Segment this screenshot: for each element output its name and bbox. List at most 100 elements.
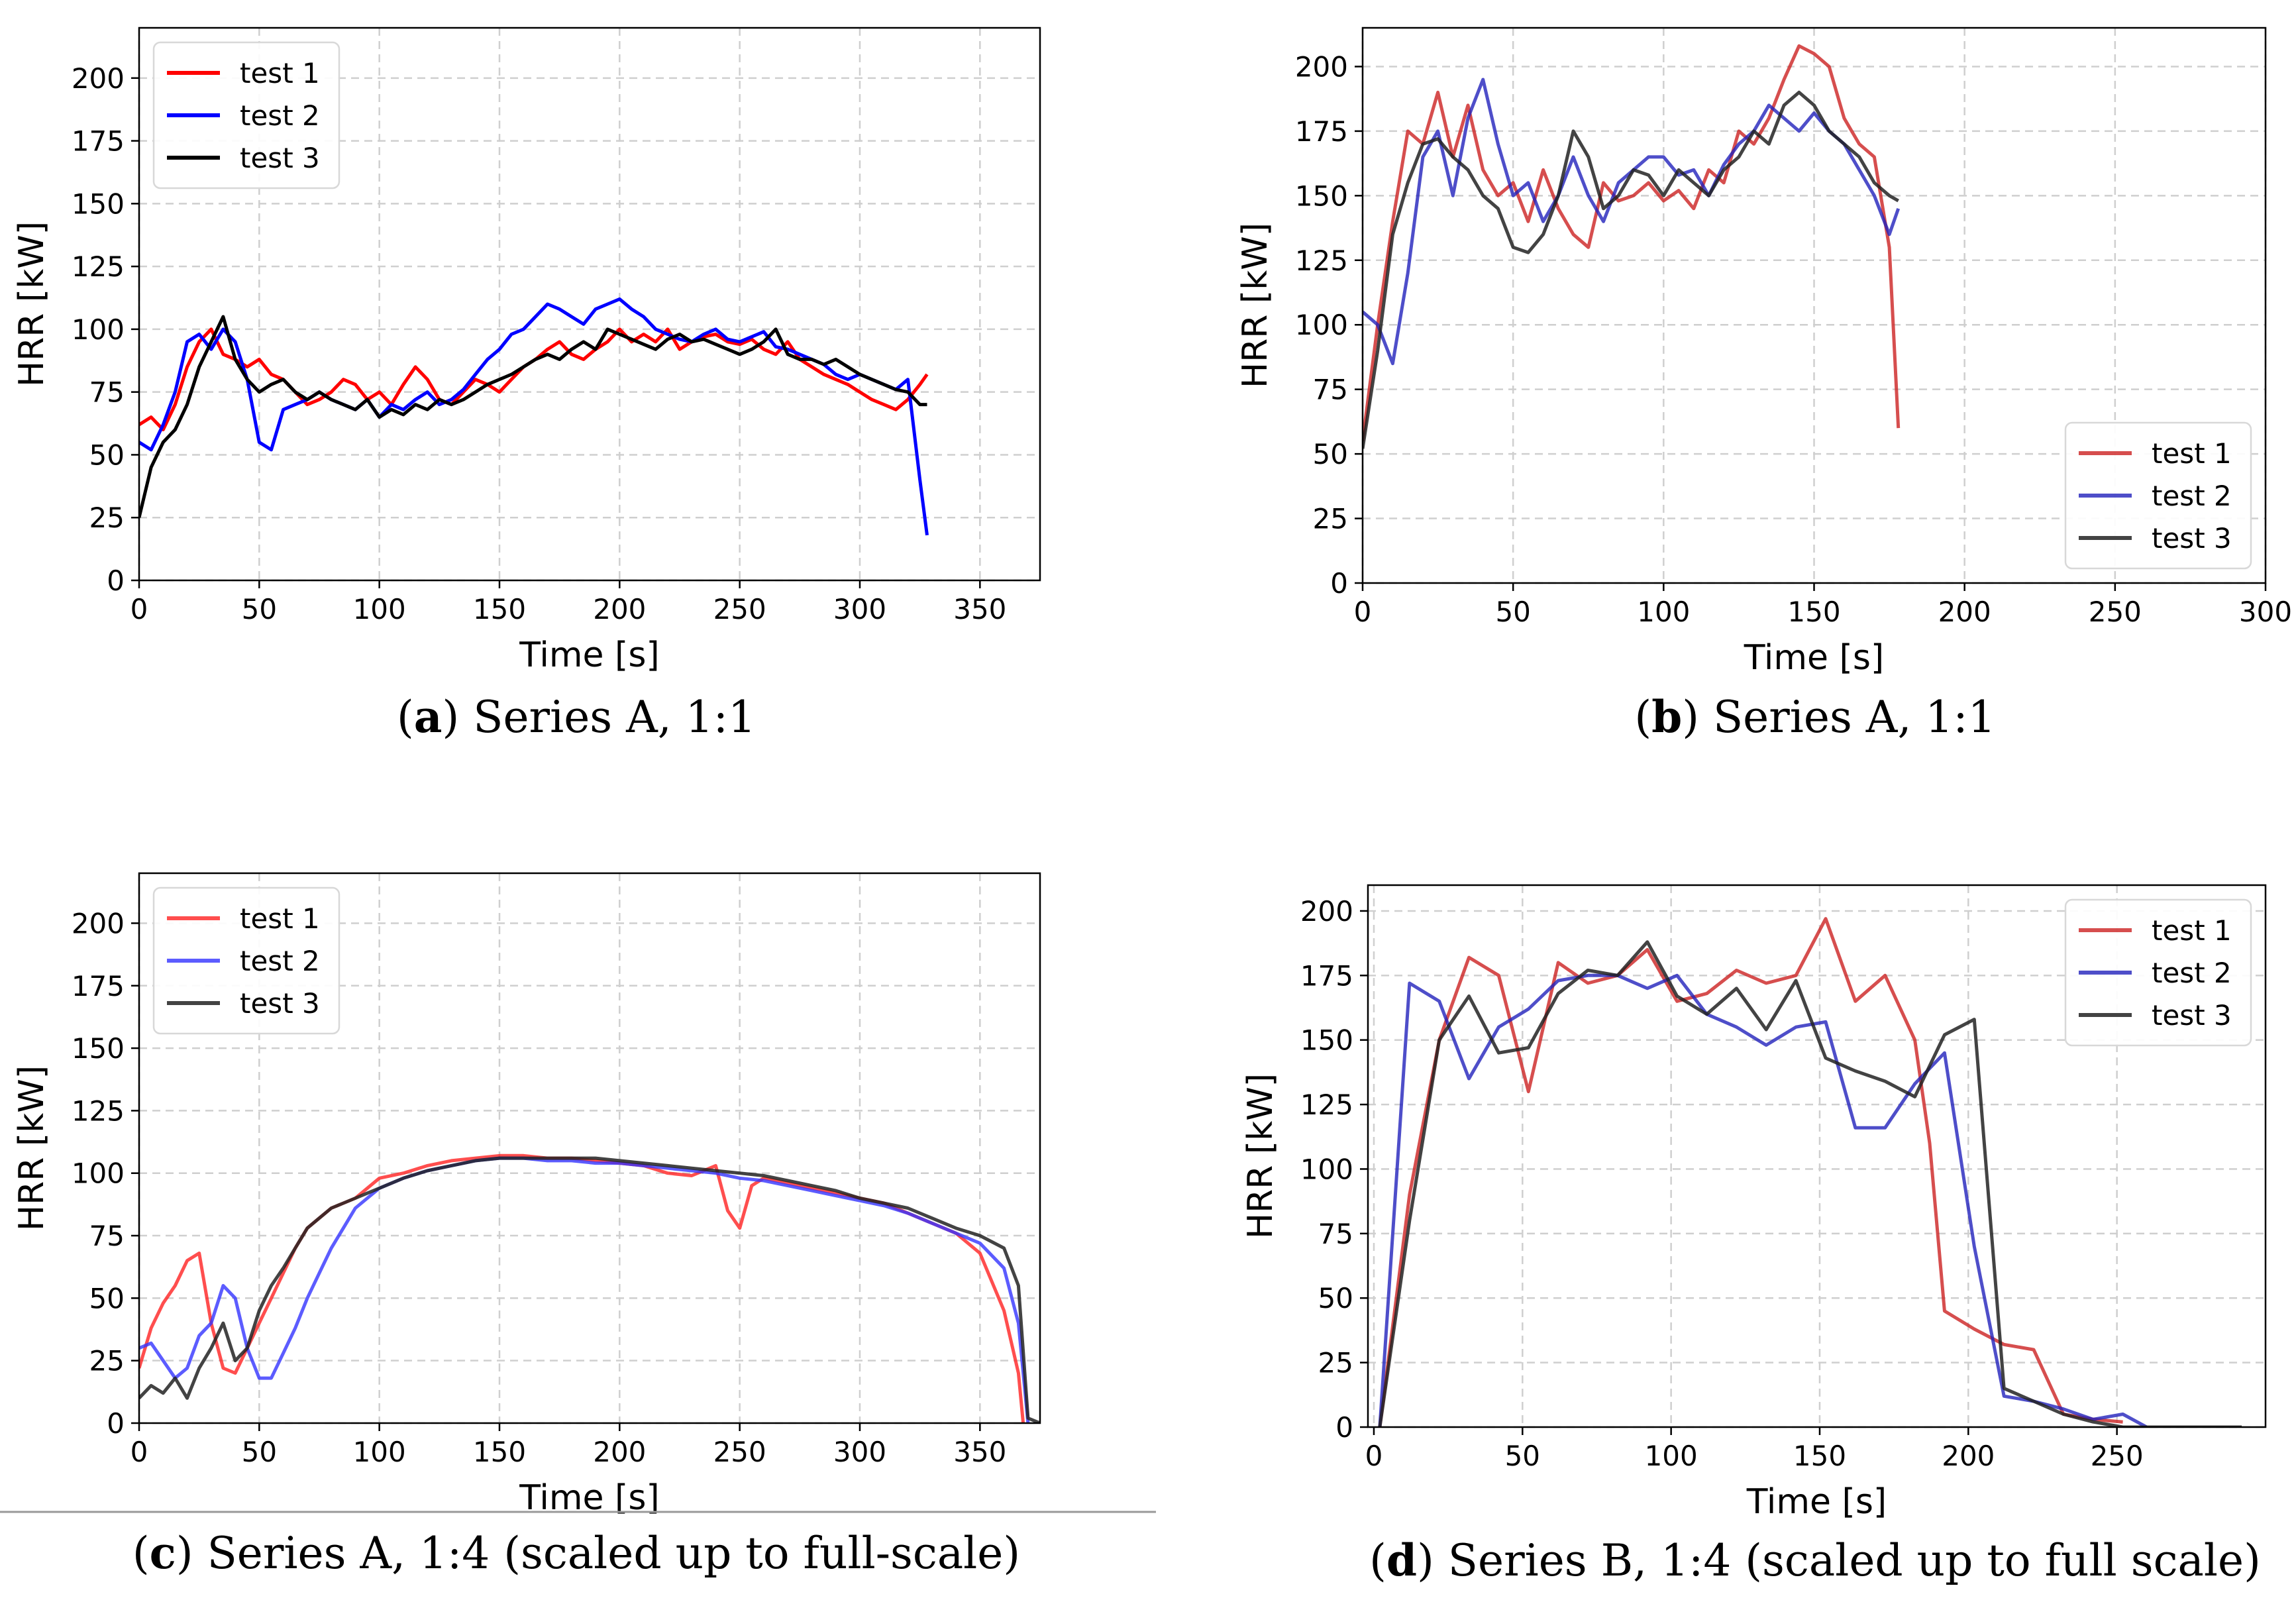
- caption-c: (c) Series A, 1:4 (scaled up to full-sca…: [132, 1527, 1020, 1579]
- y-tick-label: 150: [1300, 1024, 1353, 1057]
- legend-box: [152, 886, 340, 1035]
- y-tick-label: 150: [72, 187, 125, 220]
- x-tick-label: 250: [2091, 1440, 2144, 1472]
- x-axis-label: Time [s]: [1746, 1482, 1887, 1522]
- plot-frame: [138, 27, 1041, 582]
- y-tick-label: 25: [89, 1345, 125, 1377]
- caption-b: (b) Series A, 1:1: [1634, 691, 1995, 743]
- y-tick-label: 100: [1295, 309, 1348, 341]
- panel-b: 0 50 100 150 200 250 300 0 25 50 75 100 125 150 175 200…: [1235, 27, 2292, 678]
- x-tick-label: 250: [713, 1436, 766, 1468]
- y-tick-label: 75: [1313, 374, 1348, 406]
- x-tick-label: 0: [1354, 596, 1372, 628]
- y-tick-label: 75: [89, 376, 125, 409]
- y-tick-label: 25: [89, 502, 125, 534]
- x-tick-label: 200: [593, 593, 646, 625]
- y-tick-label: 0: [107, 1407, 125, 1440]
- x-tick-label: 0: [1365, 1440, 1383, 1472]
- series-line-2: [1378, 973, 2148, 1427]
- plot-frame: [138, 872, 1041, 1424]
- x-tick-label: 300: [833, 1436, 886, 1468]
- x-tick-label: 100: [1645, 1440, 1698, 1472]
- x-tick-label: 150: [473, 1436, 526, 1468]
- legend-box: [2064, 898, 2252, 1047]
- y-tick-label: 150: [72, 1032, 125, 1065]
- x-tick-label: 250: [713, 593, 766, 625]
- legend-label-1: test 1: [2152, 437, 2232, 470]
- x-tick-label: 100: [353, 593, 406, 625]
- x-tick-label: 100: [1637, 596, 1690, 628]
- legend-label-1: test 1: [240, 57, 320, 89]
- x-tick-label: 250: [2089, 596, 2142, 628]
- caption-d: (d) Series B, 1:4 (scaled up to full sca…: [1369, 1534, 2261, 1586]
- x-tick-label: 200: [593, 1436, 646, 1468]
- y-axis-label: HRR [kW]: [12, 1065, 52, 1231]
- y-tick-label: 200: [1300, 895, 1353, 928]
- caption-a: (a) Series A, 1:1: [397, 691, 756, 743]
- x-tick-label: 100: [353, 1436, 406, 1468]
- x-tick-label: 50: [242, 1436, 277, 1468]
- panel-d: 0 50 100 150 200 250 0 25 50 75 100 125 150 175 200 Tim…: [1241, 884, 2267, 1522]
- legend: test 1 test 2 test 3: [152, 41, 340, 189]
- y-tick-label: 200: [1295, 50, 1348, 83]
- panel-a: 0 50 100 150 200 250 300 350 0 25 50 75 100 125 150 175…: [12, 27, 1041, 675]
- y-tick-label: 150: [1295, 180, 1348, 212]
- plot-frame: [1367, 884, 2267, 1428]
- x-tick-label: 50: [242, 593, 277, 625]
- legend-label-3: test 3: [2152, 999, 2232, 1032]
- panel-c: 0 50 100 150 200 250 300 350 0 25 50 75 100 125 150 175…: [12, 872, 1041, 1518]
- y-tick-label: 125: [1300, 1089, 1353, 1121]
- y-tick-label: 125: [72, 1095, 125, 1127]
- y-axis-label: HRR [kW]: [12, 221, 52, 387]
- legend-box: [152, 41, 340, 189]
- y-axis-label: HRR [kW]: [1241, 1073, 1280, 1239]
- legend-label-1: test 1: [2152, 914, 2232, 947]
- series-line-3: [139, 315, 927, 518]
- x-tick-label: 150: [473, 593, 526, 625]
- legend-label-3: test 3: [240, 987, 320, 1020]
- y-tick-label: 125: [1295, 244, 1348, 277]
- x-tick-label: 200: [1938, 596, 1991, 628]
- series-line-3: [1378, 940, 2242, 1427]
- x-tick-label: 50: [1505, 1440, 1540, 1472]
- y-tick-label: 100: [72, 313, 125, 346]
- y-tick-label: 175: [1300, 959, 1353, 992]
- y-tick-label: 100: [1300, 1153, 1353, 1185]
- series-line-3: [1363, 90, 1899, 449]
- x-tick-label: 150: [1793, 1440, 1846, 1472]
- y-tick-label: 75: [1318, 1218, 1353, 1250]
- legend: test 1 test 2 test 3: [152, 886, 340, 1035]
- x-tick-label: 0: [130, 1436, 148, 1468]
- x-tick-label: 350: [953, 593, 1006, 625]
- legend: test 1 test 2 test 3: [2064, 898, 2252, 1047]
- legend-label-2: test 2: [240, 99, 320, 132]
- y-tick-label: 0: [107, 564, 125, 597]
- y-tick-label: 75: [89, 1220, 125, 1252]
- y-tick-label: 50: [1318, 1282, 1353, 1314]
- y-tick-label: 50: [89, 1282, 125, 1314]
- legend-label-3: test 3: [2152, 522, 2232, 555]
- legend-label-2: test 2: [240, 945, 320, 977]
- y-tick-label: 200: [72, 907, 125, 939]
- x-tick-label: 350: [953, 1436, 1006, 1468]
- x-tick-label: 300: [2239, 596, 2292, 628]
- x-axis-label: Time [s]: [1744, 638, 1884, 678]
- x-tick-label: 0: [130, 593, 148, 625]
- x-tick-label: 50: [1495, 596, 1530, 628]
- x-axis-label: Time [s]: [519, 635, 659, 675]
- y-tick-label: 100: [72, 1157, 125, 1190]
- y-tick-label: 125: [72, 250, 125, 283]
- y-tick-label: 175: [72, 125, 125, 158]
- y-tick-label: 200: [72, 62, 125, 95]
- y-tick-label: 50: [1313, 438, 1348, 470]
- y-tick-label: 0: [1330, 567, 1348, 600]
- y-tick-label: 50: [89, 439, 125, 471]
- legend-label-1: test 1: [240, 902, 320, 935]
- y-tick-label: 175: [1295, 115, 1348, 148]
- legend-label-2: test 2: [2152, 480, 2232, 512]
- legend: test 1 test 2 test 3: [2064, 421, 2252, 570]
- x-tick-label: 200: [1942, 1440, 1995, 1472]
- y-axis-label: HRR [kW]: [1235, 223, 1275, 388]
- x-tick-label: 300: [833, 593, 886, 625]
- legend-label-2: test 2: [2152, 957, 2232, 989]
